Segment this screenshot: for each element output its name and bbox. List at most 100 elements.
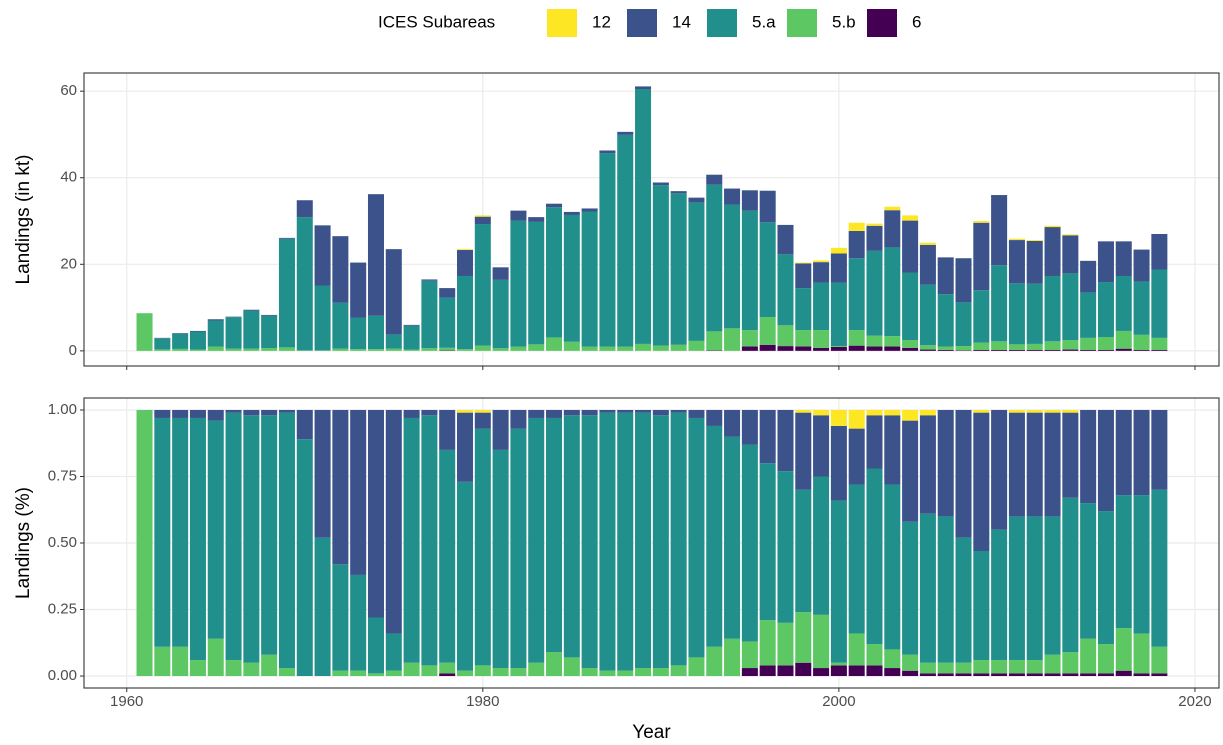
bar-segment [724,409,741,437]
bar-segment [937,294,954,347]
bar-segment [172,417,189,647]
bar-segment [1026,343,1043,350]
bar-segment [350,670,367,677]
bar-segment [955,346,972,351]
bar-segment [528,417,545,663]
bar-segment [795,263,812,289]
bar-segment [1080,292,1097,338]
bar-segment [492,668,509,677]
bar-segment [1080,409,1097,504]
bar-segment [919,284,936,346]
bar-segment [973,660,990,674]
bar-segment [706,409,723,426]
bar-segment [456,249,474,251]
bar-segment [991,265,1008,342]
bar-segment [1115,628,1132,671]
bar-segment [1115,495,1132,629]
y-tick-label: 20 [60,255,77,272]
bar-segment [777,224,794,255]
bar-segment [724,188,741,205]
bar-segment [1115,275,1132,331]
bar-segment [635,409,652,413]
bar-segment [1151,337,1168,350]
bar-segment [652,415,669,669]
bar-segment [563,341,580,351]
bar-segment [759,222,776,318]
bar-segment [884,247,901,337]
bar-segment [955,673,972,677]
bar-segment [278,238,295,348]
bar-segment [207,638,224,677]
bar-segment [296,200,313,218]
bar-segment [1151,646,1168,674]
bar-segment [189,417,206,661]
bar-segment [1097,673,1114,677]
bar-segment [635,412,652,669]
bar-segment [830,425,847,501]
bar-segment [635,668,652,677]
bar-segment [1133,334,1150,350]
bar-segment [474,665,491,677]
bar-segment [1062,235,1079,274]
bar-segment [919,409,936,416]
bar-segment [1151,349,1168,351]
bar-segment [350,317,367,350]
bar-segment [635,343,652,351]
y-tick-label: 0.75 [48,467,77,484]
bar-segment [510,346,527,351]
bar-segment [367,617,384,674]
bar-segment [367,194,384,316]
bar-segment [973,412,990,551]
bar-segment [813,476,830,615]
bar-segment [919,415,936,514]
bar-segment [1062,409,1079,413]
bar-segment [866,665,883,677]
bar-segment [1151,233,1168,270]
bar-segment [510,409,527,429]
bar-segment [724,204,741,329]
bar-segment [777,471,794,623]
bar-segment [314,285,331,351]
bar-segment [474,409,491,413]
bar-segment [421,415,438,666]
bar-segment [1044,516,1061,655]
bar-segment [385,409,402,634]
bar-segment [848,665,865,677]
bar-segment [991,529,1008,661]
bar-segment [902,220,919,273]
bar-segment [599,153,616,347]
bar-segment [172,646,189,677]
bar-segment [617,346,634,351]
bar-segment [332,236,349,303]
bar-segment [1062,497,1079,653]
bar-segment [777,665,794,677]
bar-segment [261,415,278,655]
bar-segment [902,670,919,677]
bar-segment [830,253,847,283]
bar-segment [884,668,901,677]
bar-segment [154,646,171,677]
bar-segment [1026,240,1043,241]
bar-segment [1026,660,1043,674]
bar-segment [884,206,901,211]
bar-segment [492,267,509,280]
bar-segment [973,349,990,351]
bar-segment [528,662,545,677]
bar-segment [991,349,1008,351]
bar-segment [919,662,936,674]
bar-segment [813,282,830,331]
legend-label: 6 [912,12,921,31]
bar-segment [670,665,687,677]
bar-segment [1097,349,1114,351]
bar-segment [991,673,1008,677]
bar-segment [421,409,438,416]
bar-segment [278,668,295,677]
bar-segment [189,331,206,350]
bar-segment [367,673,384,677]
bar-segment [367,409,384,618]
bar-segment [403,324,420,326]
bar-segment [1044,225,1061,228]
y-axis-title: Landings (%) [13,487,34,599]
bar-segment [1044,275,1061,342]
bar-segment [528,409,545,418]
